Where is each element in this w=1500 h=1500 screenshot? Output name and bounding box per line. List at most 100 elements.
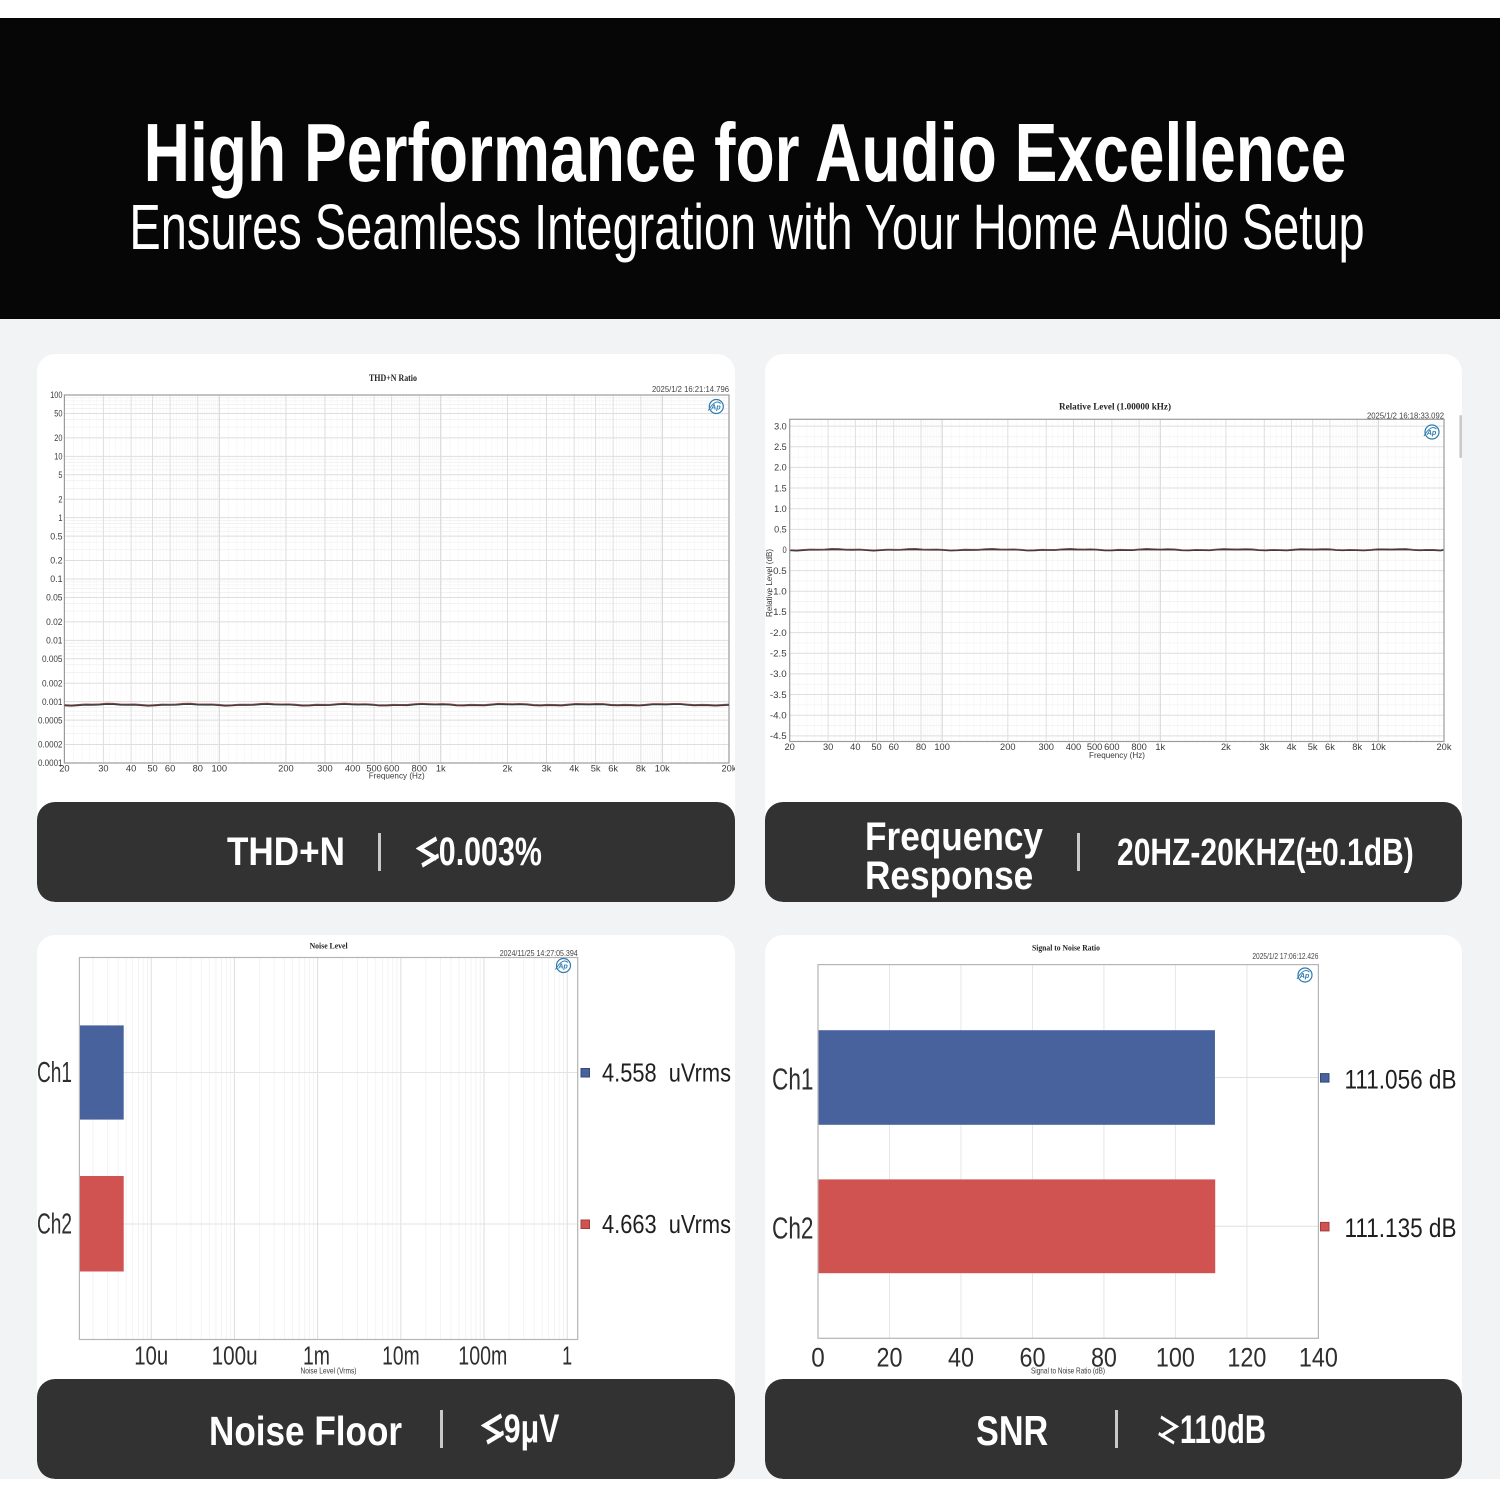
svg-text:120: 120 (1227, 1342, 1266, 1372)
svg-text:0.005: 0.005 (42, 654, 63, 664)
svg-text:60: 60 (889, 742, 899, 752)
svg-text:Relative Level (dB): Relative Level (dB) (765, 549, 774, 617)
svg-text:0.0005: 0.0005 (38, 715, 63, 725)
svg-text:-4.5: -4.5 (770, 731, 787, 741)
svg-text:111.056 dB: 111.056 dB (1345, 1064, 1457, 1094)
svg-text:Ch2: Ch2 (772, 1210, 814, 1245)
svg-text:-1.0: -1.0 (770, 587, 787, 597)
svg-text:20k: 20k (722, 764, 736, 774)
svg-text:2025/1/2 16:21:14.796: 2025/1/2 16:21:14.796 (652, 384, 729, 394)
svg-text:2025/1/2 17:06:12.426: 2025/1/2 17:06:12.426 (1252, 951, 1318, 961)
svg-text:100u: 100u (212, 1343, 258, 1371)
svg-text:600: 600 (384, 764, 400, 774)
svg-text:0.5: 0.5 (774, 525, 787, 535)
svg-text:0.002: 0.002 (42, 678, 63, 688)
svg-text:1.5: 1.5 (774, 483, 787, 493)
svg-text:20k: 20k (1437, 742, 1452, 752)
svg-text:30: 30 (98, 764, 108, 774)
svg-text:800: 800 (412, 764, 428, 774)
svg-text:Ch1: Ch1 (37, 1057, 72, 1089)
svg-text:THD+N Ratio: THD+N Ratio (369, 373, 417, 383)
svg-text:4k: 4k (1287, 742, 1297, 752)
svg-text:600: 600 (1104, 742, 1120, 752)
svg-text:500: 500 (1087, 742, 1103, 752)
svg-text:300: 300 (317, 764, 333, 774)
svg-text:6k: 6k (1325, 742, 1335, 752)
svg-text:0.01: 0.01 (46, 636, 62, 646)
svg-text:10: 10 (54, 452, 62, 462)
svg-text:1m: 1m (303, 1343, 330, 1371)
svg-text:20: 20 (785, 742, 795, 752)
svg-text:6k: 6k (608, 764, 618, 774)
svg-text:300: 300 (1038, 742, 1054, 752)
svg-text:Signal to Noise Ratio (dB): Signal to Noise Ratio (dB) (1031, 1367, 1105, 1376)
svg-text:10k: 10k (1371, 742, 1386, 752)
svg-text:0.0001: 0.0001 (38, 758, 63, 768)
svg-text:2.0: 2.0 (774, 463, 787, 473)
svg-text:-0.5: -0.5 (770, 566, 787, 576)
svg-text:1k: 1k (436, 764, 446, 774)
svg-text:200: 200 (278, 764, 294, 774)
svg-text:5k: 5k (1308, 742, 1318, 752)
svg-text:3k: 3k (542, 764, 552, 774)
svg-text:4.558 uVrms: 4.558 uVrms (602, 1058, 731, 1088)
svg-text:0.0002: 0.0002 (38, 740, 63, 750)
svg-text:1: 1 (562, 1343, 572, 1371)
svg-text:-3.5: -3.5 (770, 690, 787, 700)
svg-text:0.001: 0.001 (42, 697, 63, 707)
svg-text:Noise Level (Vrms): Noise Level (Vrms) (301, 1367, 357, 1376)
svg-text:-2.0: -2.0 (770, 628, 787, 638)
svg-text:0.02: 0.02 (46, 617, 62, 627)
svg-text:0.05: 0.05 (46, 593, 62, 603)
svg-text:Signal to Noise Ratio: Signal to Noise Ratio (1032, 943, 1100, 953)
svg-text:2024/11/25 14:27:05.394: 2024/11/25 14:27:05.394 (500, 948, 578, 958)
svg-text:Frequency (Hz): Frequency (Hz) (1089, 750, 1145, 760)
svg-text:Relative Level (1.00000 kHz): Relative Level (1.00000 kHz) (1059, 402, 1171, 412)
svg-text:40: 40 (126, 764, 136, 774)
svg-text:40: 40 (948, 1342, 974, 1372)
svg-text:50: 50 (871, 742, 881, 752)
svg-text:8k: 8k (636, 764, 646, 774)
svg-text:-2.5: -2.5 (770, 648, 787, 658)
svg-text:8k: 8k (1352, 742, 1362, 752)
svg-text:5: 5 (58, 470, 62, 480)
svg-text:1k: 1k (1155, 742, 1165, 752)
svg-text:100: 100 (934, 742, 950, 752)
svg-text:140: 140 (1299, 1342, 1338, 1372)
svg-text:-1.5: -1.5 (770, 607, 787, 617)
svg-text:800: 800 (1131, 742, 1147, 752)
svg-text:Ap: Ap (710, 402, 721, 411)
svg-text:400: 400 (1066, 742, 1082, 752)
svg-text:1: 1 (58, 513, 62, 523)
svg-text:Ch2: Ch2 (37, 1208, 72, 1240)
svg-text:2.5: 2.5 (774, 442, 787, 452)
svg-text:20: 20 (876, 1342, 902, 1372)
svg-text:0.1: 0.1 (50, 574, 62, 584)
svg-text:100: 100 (211, 764, 227, 774)
svg-text:5k: 5k (591, 764, 601, 774)
svg-text:60: 60 (165, 764, 175, 774)
svg-text:4k: 4k (569, 764, 579, 774)
svg-text:2k: 2k (1221, 742, 1231, 752)
svg-text:0.5: 0.5 (50, 531, 62, 541)
svg-text:50: 50 (147, 764, 157, 774)
svg-text:10m: 10m (382, 1343, 420, 1371)
svg-text:4.663 uVrms: 4.663 uVrms (602, 1209, 731, 1239)
svg-text:2k: 2k (503, 764, 513, 774)
svg-text:20: 20 (54, 433, 62, 443)
svg-text:100: 100 (1156, 1342, 1195, 1372)
svg-text:80: 80 (193, 764, 203, 774)
svg-text:100m: 100m (458, 1343, 507, 1371)
svg-text:Noise Level: Noise Level (310, 941, 349, 951)
svg-text:50: 50 (54, 409, 62, 419)
svg-text:30: 30 (823, 742, 833, 752)
svg-text:10k: 10k (655, 764, 670, 774)
svg-text:2: 2 (58, 494, 62, 504)
svg-text:20: 20 (59, 764, 69, 774)
svg-text:1.0: 1.0 (774, 504, 787, 514)
svg-text:2025/1/2 16:18:33.092: 2025/1/2 16:18:33.092 (1367, 410, 1444, 420)
svg-text:-4.0: -4.0 (770, 710, 787, 720)
svg-text:111.135 dB: 111.135 dB (1345, 1213, 1457, 1243)
svg-text:40: 40 (850, 742, 860, 752)
svg-text:3.0: 3.0 (774, 421, 787, 431)
